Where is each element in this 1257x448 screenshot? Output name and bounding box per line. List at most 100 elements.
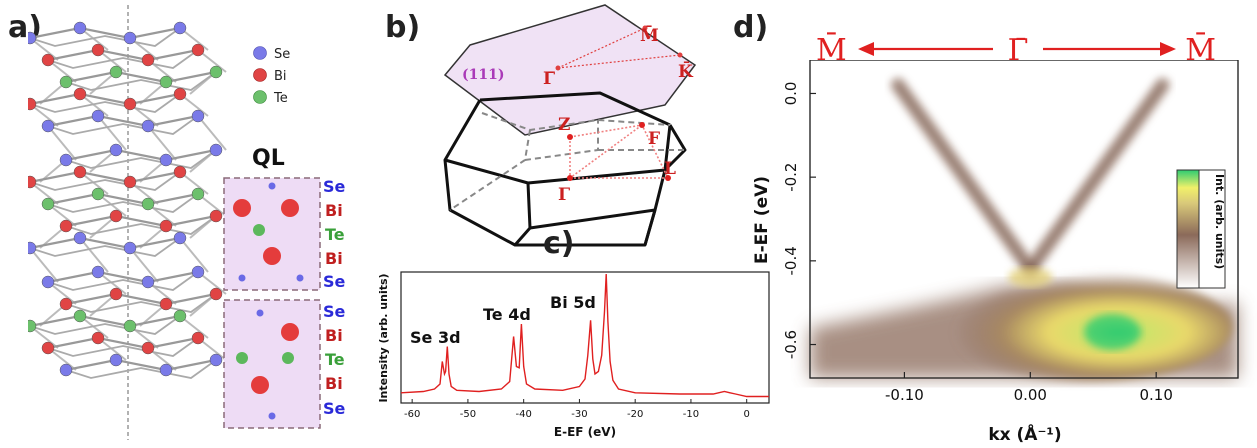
te-atom-icon	[282, 352, 294, 364]
xps-peak-label-se: Se 3d	[410, 328, 461, 347]
xps-series-line	[400, 273, 769, 398]
xps-chart: -60 -50 -40 -30 -20 -10 0 Se 3d Te 4d Bi 5d E-…	[377, 271, 770, 439]
m-bar-label: M̄	[640, 25, 659, 46]
legend-item-se: Se	[253, 46, 290, 62]
te-atom-icon	[191, 187, 205, 201]
ql-layer-label: Se	[323, 399, 346, 418]
z-label: Z	[558, 115, 570, 135]
se-atom-icon	[123, 31, 137, 45]
te-atom-icon	[28, 319, 37, 333]
se-atom-icon	[296, 274, 304, 282]
se-atom-icon	[73, 231, 87, 245]
direction-label-center: Γ̄	[1008, 33, 1029, 68]
legend-item-te: Te	[253, 90, 288, 106]
te-atom-icon	[123, 319, 137, 333]
arpes-y-tick-label: -0.6	[782, 330, 800, 359]
ql-layer-label: Bi	[325, 201, 343, 220]
se-atom-icon	[256, 309, 264, 317]
quintuple-layer-boxes	[223, 177, 321, 429]
se-atom-icon	[109, 353, 123, 367]
surface-state-core	[1027, 82, 1165, 272]
xps-peak-label-bi: Bi 5d	[550, 293, 596, 312]
xps-x-tick-label: -60	[404, 409, 420, 420]
xps-y-axis-label: Intensity (arb. units)	[377, 273, 390, 402]
se-atom-icon	[209, 143, 223, 157]
te-atom-icon	[91, 187, 105, 201]
panel-label-d: d)	[733, 10, 769, 45]
panel-label-c: c)	[543, 226, 575, 261]
se-atom-icon	[141, 119, 155, 133]
se-atom-icon	[41, 119, 55, 133]
m-bar-point	[642, 25, 648, 31]
bi-atom-icon	[253, 68, 267, 82]
bi-atom-icon	[91, 43, 105, 57]
gamma-point	[567, 175, 573, 181]
intensity-maximum	[1084, 313, 1141, 350]
arrow-left-head	[858, 42, 874, 56]
bi-atom-icon	[41, 341, 55, 355]
l-point	[665, 175, 671, 181]
bi-atom-icon	[251, 376, 269, 394]
gamma-bar-label: Γ̄	[543, 69, 555, 89]
ql-layer-label: Bi	[325, 374, 343, 393]
se-atom-icon	[41, 275, 55, 289]
te-atom-icon	[109, 65, 123, 79]
arpes-y-tick-label: 0.0	[782, 82, 800, 106]
se-atom-icon	[159, 363, 173, 377]
arpes-x-axis-label: kx (Å⁻¹)	[988, 422, 1061, 445]
k-bar-label: K̄	[678, 61, 694, 82]
bi-atom-icon	[41, 53, 55, 67]
bi-atom-icon	[263, 247, 281, 265]
bi-atom-icon	[141, 53, 155, 67]
surface-plane-label: (111)	[462, 67, 504, 83]
xps-x-tick-label: 0	[744, 409, 750, 420]
se-atom-icon	[268, 182, 276, 190]
bulk-band-intensity	[932, 271, 1233, 382]
bi-atom-icon	[209, 287, 223, 301]
se-atom-icon	[268, 412, 276, 420]
xps-x-tick-label: -50	[460, 409, 476, 420]
legend-label-se: Se	[274, 47, 290, 62]
arpes-chart: -0.10 0.00 0.10 0.0 -0.2 -0.4 -0.6 kx (Å⁻¹) E-…	[752, 60, 1239, 445]
bi-atom-icon	[141, 341, 155, 355]
brillouin-zone-diagram: (111) M̄ K̄ Γ̄ Z F Γ L	[443, 4, 697, 247]
z-point	[567, 134, 573, 140]
bi-atom-icon	[109, 209, 123, 223]
crystal-structure	[28, 5, 227, 440]
legend-item-bi: Bi	[253, 68, 287, 84]
bi-atom-icon	[73, 87, 87, 101]
se-atom-icon	[191, 109, 205, 123]
colorbar-gradient	[1176, 169, 1200, 289]
se-atom-icon	[28, 241, 37, 255]
bi-atom-icon	[173, 87, 187, 101]
se-atom-icon	[253, 46, 267, 60]
se-atom-icon	[141, 275, 155, 289]
te-atom-icon	[41, 197, 55, 211]
bi-atom-icon	[59, 219, 73, 233]
ql-box-upper	[223, 177, 321, 291]
ql-title: QL	[252, 146, 285, 171]
se-atom-icon	[191, 265, 205, 279]
bi-atom-icon	[28, 175, 37, 189]
te-atom-icon	[141, 197, 155, 211]
f-point	[639, 122, 645, 128]
ql-layer-label: Se	[323, 177, 346, 196]
xps-x-tick-label: -30	[571, 409, 587, 420]
te-atom-icon	[173, 309, 187, 323]
colorbar-label-box	[1198, 169, 1226, 289]
arpes-x-tick-label: 0.10	[1139, 386, 1172, 404]
ql-layer-label: Te	[325, 225, 345, 244]
bi-atom-icon	[123, 97, 137, 111]
se-atom-icon	[28, 31, 37, 45]
arrow-right-head	[1160, 42, 1176, 56]
se-atom-icon	[91, 109, 105, 123]
bi-atom-icon	[159, 297, 173, 311]
f-label: F	[648, 129, 660, 149]
ql-box-lower	[223, 299, 321, 429]
xps-x-tick-label: -10	[683, 409, 699, 420]
l-label: L	[664, 159, 676, 179]
ql-layer-label: Te	[325, 350, 345, 369]
bi-atom-icon	[123, 175, 137, 189]
se-atom-icon	[123, 241, 137, 255]
bi-atom-icon	[91, 331, 105, 345]
